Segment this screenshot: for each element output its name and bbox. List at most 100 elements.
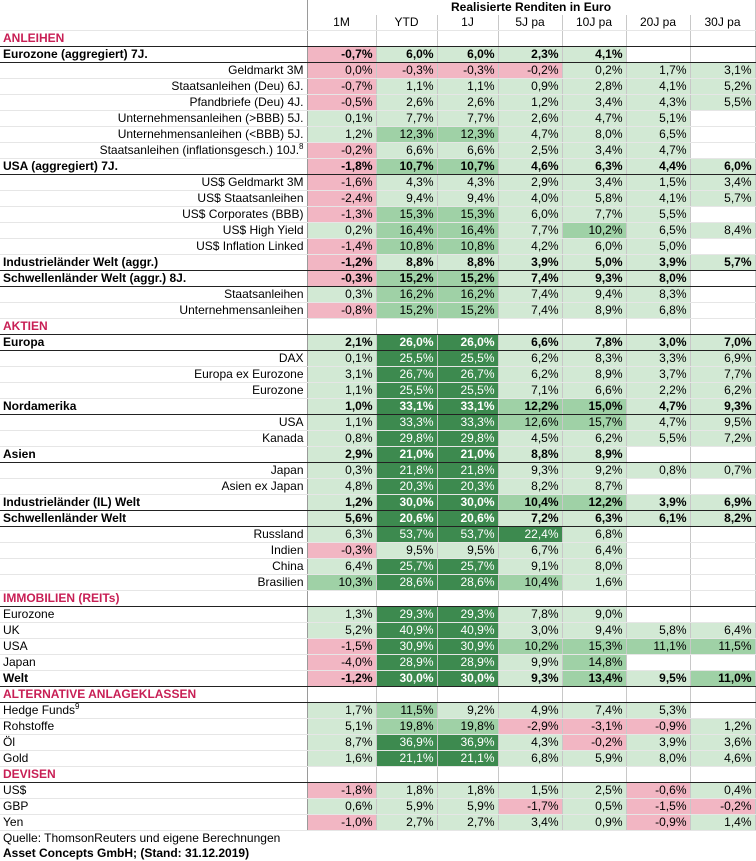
return-cell: 4,3% bbox=[376, 174, 438, 191]
return-cell: 10,2% bbox=[562, 222, 627, 239]
table-row: Pfandbriefe (Deu) 4J. -0,5% 2,6% 2,6% 1,2% 3,… bbox=[0, 94, 756, 111]
return-cell: 33,1% bbox=[437, 398, 499, 415]
return-cell bbox=[690, 238, 756, 255]
return-cell bbox=[690, 606, 756, 623]
return-cell: 26,7% bbox=[437, 366, 499, 383]
return-cell: 8,9% bbox=[562, 302, 627, 319]
return-cell: -1,8% bbox=[307, 782, 377, 799]
return-cell: 3,9% bbox=[626, 254, 691, 271]
return-cell: 0,3% bbox=[307, 462, 377, 479]
return-cell: 21,0% bbox=[437, 446, 499, 463]
return-cell: 1,8% bbox=[376, 782, 438, 799]
row-label: Schwellenländer Welt (aggr.) 8J. bbox=[0, 270, 308, 287]
return-cell: 4,1% bbox=[562, 46, 627, 63]
return-cell: 5,9% bbox=[376, 798, 438, 815]
return-cell: 3,4% bbox=[498, 814, 563, 831]
return-cell: 8,3% bbox=[562, 350, 627, 367]
return-cell: 30,0% bbox=[437, 494, 499, 511]
return-cell: 2,6% bbox=[498, 110, 563, 127]
row-label: Kanada bbox=[0, 430, 308, 447]
table-row: China 6,4% 25,7% 25,7% 9,1% 8,0% bbox=[0, 558, 756, 575]
return-cell: 9,4% bbox=[376, 190, 438, 207]
row-label: US$ Inflation Linked bbox=[0, 238, 308, 255]
return-cell: 20,3% bbox=[437, 478, 499, 495]
row-label: Unternehmensanleihen (>BBB) 5J. bbox=[0, 110, 308, 127]
table-row: Russland 6,3% 53,7% 53,7% 22,4% 6,8% bbox=[0, 526, 756, 543]
return-cell: 5,1% bbox=[626, 110, 691, 127]
return-cell bbox=[626, 558, 691, 575]
return-cell: 6,8% bbox=[626, 302, 691, 319]
table-title: Realisierte Renditen in Euro bbox=[307, 0, 756, 15]
return-cell: 4,6% bbox=[690, 750, 756, 767]
return-cell: 5,3% bbox=[626, 702, 691, 719]
return-cell: 53,7% bbox=[437, 526, 499, 543]
return-cell: 2,9% bbox=[498, 174, 563, 191]
return-cell: 4,7% bbox=[626, 414, 691, 431]
return-cell bbox=[626, 46, 691, 63]
return-cell: 14,8% bbox=[562, 654, 627, 671]
return-cell: 8,0% bbox=[562, 558, 627, 575]
row-label: Eurozone bbox=[0, 606, 308, 623]
return-cell: 6,6% bbox=[376, 142, 438, 159]
return-cell: 9,9% bbox=[498, 654, 563, 671]
return-cell: 2,7% bbox=[376, 814, 438, 831]
return-cell: 28,6% bbox=[376, 574, 438, 591]
return-cell: 9,4% bbox=[562, 622, 627, 639]
return-cell: 4,2% bbox=[498, 238, 563, 255]
return-cell bbox=[626, 542, 691, 559]
return-cell: 0,2% bbox=[562, 62, 627, 79]
return-cell: 10,4% bbox=[498, 494, 563, 511]
return-cell: 3,0% bbox=[498, 622, 563, 639]
row-label: US$ Geldmarkt 3M bbox=[0, 174, 308, 191]
return-cell: 16,2% bbox=[437, 286, 499, 303]
return-cell: 5,2% bbox=[307, 622, 377, 639]
return-cell: 1,6% bbox=[307, 750, 377, 767]
return-cell: 19,8% bbox=[376, 718, 438, 735]
footer-source-row: Quelle: ThomsonReuters und eigene Berech… bbox=[0, 831, 755, 847]
return-cell: -3,1% bbox=[562, 718, 627, 735]
aggregate-row: Eurozone (aggregiert) 7J. -0,7% 6,0% 6,0% 2,… bbox=[0, 46, 756, 63]
return-cell: 2,9% bbox=[307, 446, 377, 463]
return-cell: 12,2% bbox=[562, 494, 627, 511]
return-cell: 28,6% bbox=[437, 574, 499, 591]
return-cell: 20,6% bbox=[437, 510, 499, 527]
return-cell bbox=[690, 574, 756, 591]
return-cell: 4,9% bbox=[498, 702, 563, 719]
return-cell bbox=[690, 654, 756, 671]
row-label: Europa ex Eurozone bbox=[0, 366, 308, 383]
return-cell: 7,7% bbox=[437, 110, 499, 127]
return-cell: 30,9% bbox=[376, 638, 438, 655]
return-cell: 5,8% bbox=[626, 622, 691, 639]
section-title: IMMOBILIEN (REITs) bbox=[0, 590, 308, 607]
return-cell: -0,2% bbox=[562, 734, 627, 751]
return-cell: 15,3% bbox=[437, 206, 499, 223]
return-cell: -1,2% bbox=[307, 254, 377, 271]
row-label: Staatsanleihen (inflationsgesch.) 10J.8 bbox=[0, 142, 308, 159]
return-cell: 3,4% bbox=[690, 174, 756, 191]
footer-company: Asset Concepts GmbH; (Stand: 31.12.2019) bbox=[3, 846, 250, 860]
return-cell: 6,3% bbox=[562, 158, 627, 175]
return-cell: 6,6% bbox=[562, 382, 627, 399]
return-cell: 6,2% bbox=[498, 350, 563, 367]
return-cell: 2,3% bbox=[498, 46, 563, 63]
table-row: US$ Inflation Linked -1,4% 10,8% 10,8% 4,2% 6… bbox=[0, 238, 756, 255]
return-cell: 0,9% bbox=[498, 78, 563, 95]
return-cell: 19,8% bbox=[437, 718, 499, 735]
return-cell: 40,9% bbox=[376, 622, 438, 639]
return-cell: 4,3% bbox=[437, 174, 499, 191]
return-cell: 4,1% bbox=[626, 78, 691, 95]
return-cell bbox=[690, 558, 756, 575]
return-cell: 0,9% bbox=[562, 814, 627, 831]
aggregate-row: Industrieländer Welt (aggr.) -1,2% 8,8% 8,8… bbox=[0, 254, 756, 271]
row-label: Staatsanleihen bbox=[0, 286, 308, 303]
return-cell: 2,5% bbox=[562, 782, 627, 799]
return-cell: -0,9% bbox=[626, 718, 691, 735]
return-cell: 0,5% bbox=[562, 798, 627, 815]
table-row: Brasilien 10,3% 28,6% 28,6% 10,4% 1,6% bbox=[0, 574, 756, 591]
table-row: US$ -1,8% 1,8% 1,8% 1,5% 2,5% -0,6% 0,4% bbox=[0, 782, 756, 799]
return-cell: 7,7% bbox=[498, 222, 563, 239]
return-cell: 20,3% bbox=[376, 478, 438, 495]
table-row: USA 1,1% 33,3% 33,3% 12,6% 15,7% 4,7% 9,5% bbox=[0, 414, 756, 431]
return-cell: 13,4% bbox=[562, 670, 627, 687]
return-cell: 4,4% bbox=[626, 158, 691, 175]
